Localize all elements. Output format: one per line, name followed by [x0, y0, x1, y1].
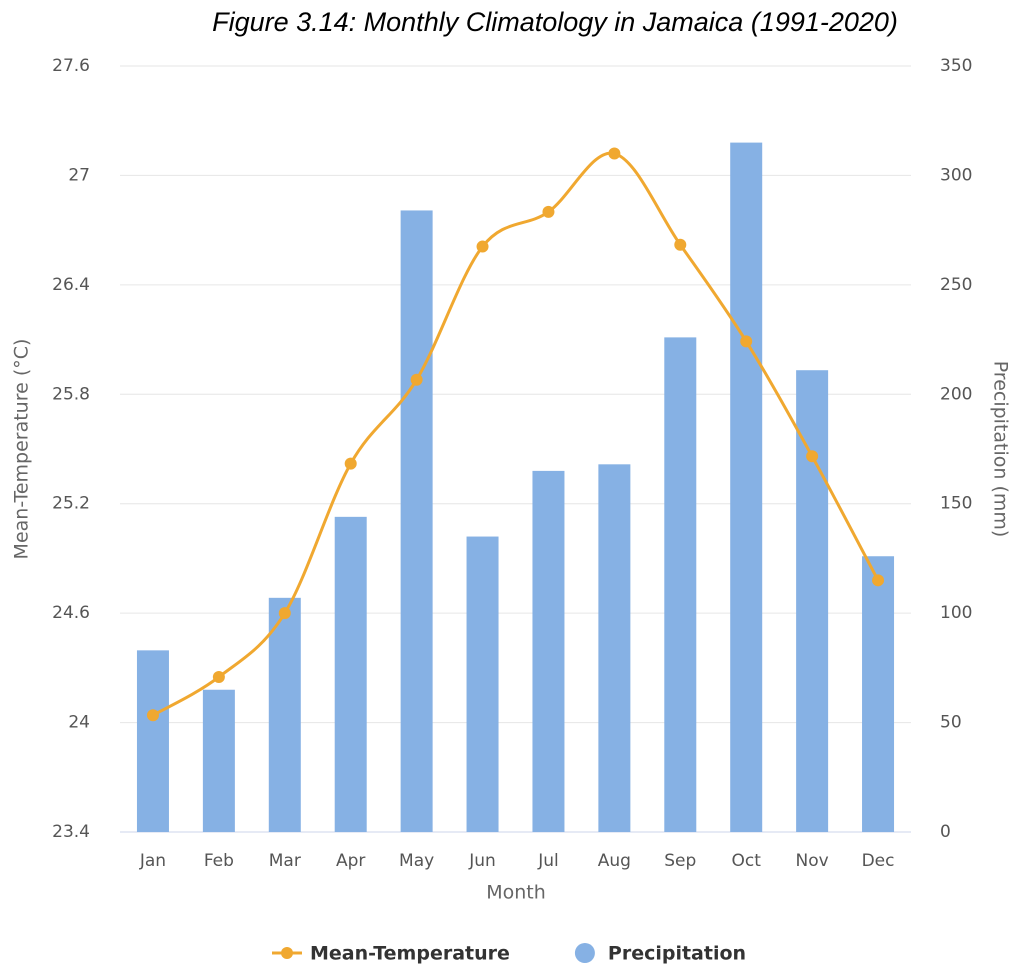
- x-tick-label: Dec: [862, 851, 895, 871]
- bar: [400, 210, 433, 833]
- y-tick-label: 24: [68, 713, 90, 733]
- y-tick-label: 27.6: [52, 56, 90, 76]
- point: [146, 709, 159, 722]
- bar: [268, 597, 301, 832]
- point: [212, 670, 225, 683]
- y2-tick-label: 300: [940, 165, 972, 185]
- x-tick-label: Jun: [468, 851, 496, 871]
- x-tick-label: Nov: [796, 851, 829, 871]
- y2-tick-label: 350: [940, 56, 972, 76]
- x-tick-label: Mar: [269, 851, 301, 871]
- y-tick-label: 25.8: [52, 384, 90, 404]
- point: [674, 238, 687, 251]
- y-axis-title: Mean-Temperature (°C): [11, 339, 33, 560]
- bar: [202, 689, 235, 832]
- point: [740, 335, 753, 348]
- y2-tick-label: 250: [940, 275, 972, 295]
- legend-label: Precipitation: [608, 943, 746, 965]
- x-tick-label: Feb: [204, 851, 234, 871]
- x-tick-label: Oct: [732, 851, 762, 871]
- x-tick-label: Apr: [336, 851, 365, 871]
- x-tick-label: May: [399, 851, 434, 871]
- bar: [466, 536, 499, 832]
- x-tick-label: Sep: [664, 851, 696, 871]
- legend-marker: [574, 943, 595, 963]
- bar: [532, 470, 565, 832]
- y-tick-label: 23.4: [52, 822, 90, 842]
- point: [542, 205, 555, 218]
- point: [806, 450, 819, 463]
- x-tick-label: Jul: [537, 851, 559, 871]
- y-tick-label: 27: [68, 165, 90, 185]
- y2-tick-label: 100: [940, 603, 972, 623]
- bar: [796, 370, 829, 832]
- point: [608, 147, 621, 160]
- point: [344, 457, 357, 470]
- point: [410, 373, 423, 386]
- point: [278, 607, 291, 620]
- y-tick-label: 25.2: [52, 494, 90, 514]
- chart-title: Figure 3.14: Monthly Climatology in Jama…: [212, 7, 898, 37]
- legend-label: Mean-Temperature: [310, 943, 510, 965]
- bar: [862, 556, 895, 832]
- y-tick-label: 24.6: [52, 603, 90, 623]
- bar: [598, 464, 631, 832]
- bar: [334, 516, 367, 832]
- bar: [136, 650, 169, 832]
- point: [872, 574, 885, 587]
- x-axis-title: Month: [486, 882, 546, 904]
- point: [476, 240, 489, 253]
- line: [152, 151, 880, 717]
- x-tick-label: Jan: [139, 851, 166, 871]
- y2-axis-title: Precipitation (mm): [990, 361, 1012, 538]
- y2-tick-label: 200: [940, 384, 972, 404]
- x-tick-label: Aug: [598, 851, 631, 871]
- bar: [664, 337, 697, 832]
- y2-tick-label: 50: [940, 713, 962, 733]
- y2-tick-label: 150: [940, 494, 972, 514]
- bar: [730, 142, 763, 833]
- legend-marker: [281, 947, 293, 959]
- y2-tick-label: 0: [940, 822, 951, 842]
- y-tick-label: 26.4: [52, 275, 90, 295]
